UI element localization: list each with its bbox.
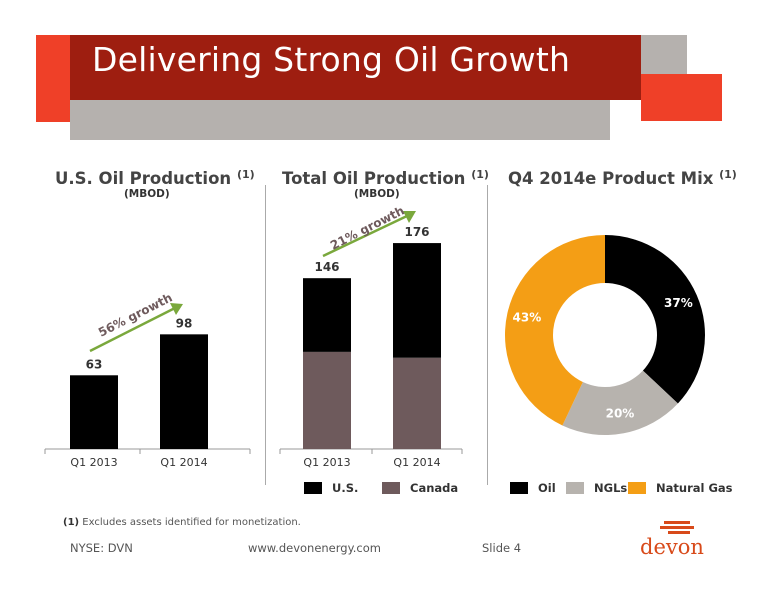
- slice-oil: [605, 235, 705, 404]
- bar-q1-2014: [160, 334, 208, 449]
- growth-arrow-head: [170, 303, 183, 315]
- tick-label: Q1 2014: [393, 456, 440, 469]
- footnote: (1) Excludes assets identified for monet…: [63, 517, 301, 528]
- legend-swatch-ngls: [566, 482, 584, 494]
- legend-label-oil: Oil: [538, 481, 556, 495]
- slice-label: 43%: [513, 311, 542, 325]
- growth-arrow-head: [403, 211, 416, 223]
- growth-arrow-line: [89, 306, 176, 353]
- red-block-right: [641, 74, 722, 121]
- red-block-left: [36, 35, 70, 122]
- legend-swatch-natural-gas: [628, 482, 646, 494]
- legend-label-us: U.S.: [332, 481, 359, 495]
- chart-unit-us-oil: (MBOD): [124, 188, 170, 200]
- total-label: 146: [314, 260, 339, 274]
- legend-item-us: U.S.: [304, 481, 358, 495]
- bar-q1-2013: [70, 375, 118, 449]
- bar-canada-q1-2014: [393, 357, 441, 449]
- data-label: 63: [86, 357, 103, 371]
- slice-natural-gas: [504, 235, 605, 426]
- growth-annotation: 56% growth: [96, 290, 175, 339]
- footer-slide-number: Slide 4: [482, 541, 522, 555]
- slice-ngls: [562, 370, 678, 435]
- legend-item-ngls: NGLs: [566, 481, 627, 495]
- page-title: Delivering Strong Oil Growth: [92, 40, 571, 79]
- legend-item-canada: Canada: [382, 481, 458, 495]
- footer-ticker: NYSE: DVN: [70, 541, 133, 555]
- legend-label-natural-gas: Natural Gas: [656, 481, 733, 495]
- devon-logo-text: devon: [640, 535, 704, 559]
- bar-us-q1-2013: [303, 278, 351, 352]
- slice-label: 20%: [606, 407, 635, 421]
- growth-annotation: 21% growth: [328, 203, 407, 252]
- chart-title-product-mix: Q4 2014e Product Mix (1): [508, 168, 737, 188]
- tick-label: Q1 2013: [70, 456, 117, 469]
- total-label: 176: [404, 225, 429, 239]
- devon-logo-mark: [660, 521, 694, 534]
- chart-title-total-oil: Total Oil Production (1): [282, 168, 489, 188]
- divider-right: [487, 185, 488, 485]
- divider-left: [265, 185, 266, 485]
- devon-logo: devon: [640, 521, 718, 559]
- chart-title-us-oil: U.S. Oil Production (1): [55, 168, 255, 188]
- legend-item-oil: Oil: [510, 481, 556, 495]
- legend-swatch-canada: [382, 482, 400, 494]
- bar-us-q1-2014: [393, 243, 441, 358]
- slice-label: 37%: [664, 296, 693, 310]
- tick-label: Q1 2014: [160, 456, 207, 469]
- legend-swatch-oil: [510, 482, 528, 494]
- bar-canada-q1-2013: [303, 351, 351, 449]
- title-decoration: [36, 35, 722, 140]
- legend-label-ngls: NGLs: [594, 481, 628, 495]
- legend-swatch-us: [304, 482, 322, 494]
- grey-band: [70, 100, 610, 140]
- data-label: 98: [176, 316, 193, 330]
- footer-website[interactable]: www.devonenergy.com: [248, 541, 381, 555]
- growth-arrow-line: [322, 214, 408, 258]
- legend-label-canada: Canada: [410, 481, 459, 495]
- chart-unit-total-oil: (MBOD): [354, 188, 400, 200]
- legend-item-natural-gas: Natural Gas: [628, 481, 733, 495]
- tick-label: Q1 2013: [303, 456, 350, 469]
- title-band: [70, 35, 641, 100]
